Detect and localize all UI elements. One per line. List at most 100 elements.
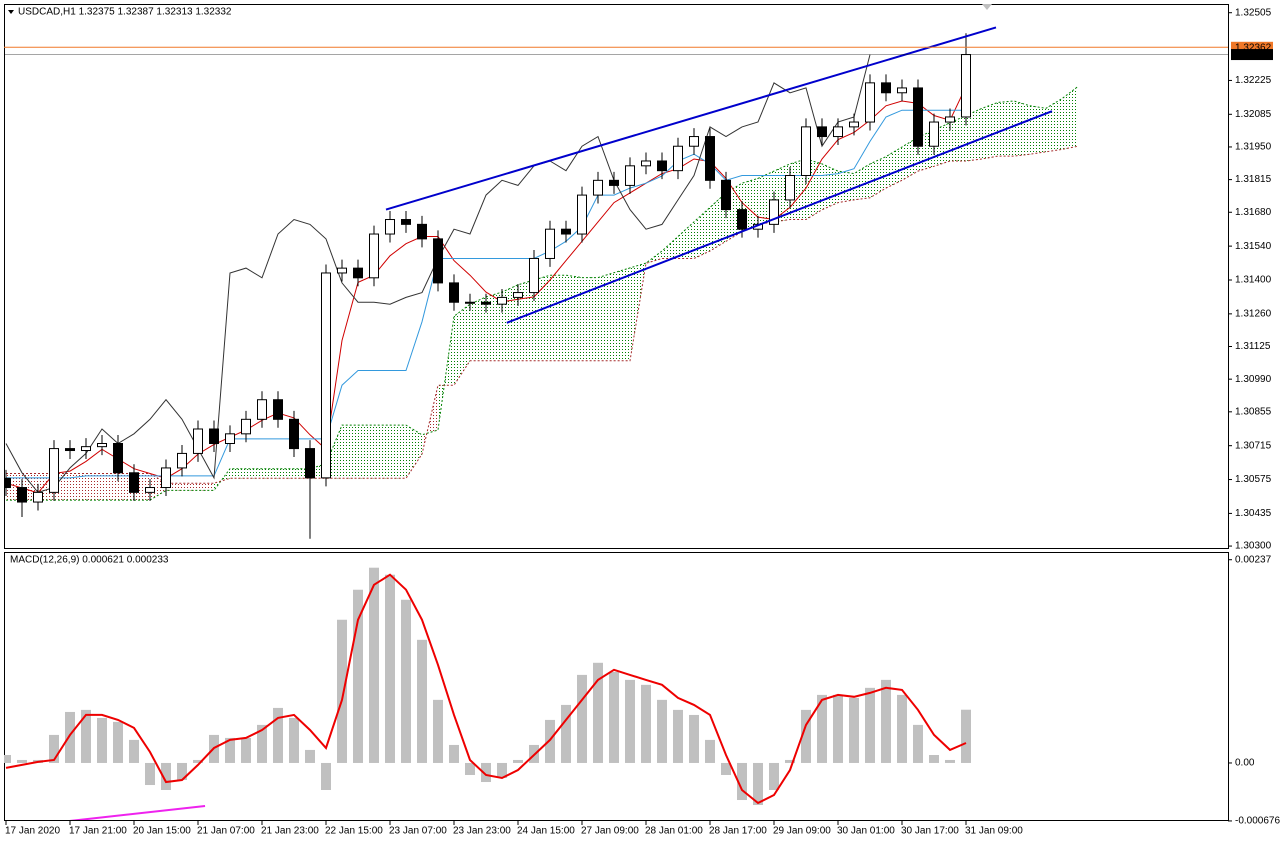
candle-body [497, 296, 507, 305]
y-tick-label: 1.32505 [1235, 7, 1272, 18]
histogram-bar [49, 734, 59, 763]
histogram-bar [721, 762, 731, 775]
candle-body [577, 194, 587, 235]
y-tick-label: 1.31540 [1235, 241, 1272, 252]
histogram-bar [705, 739, 715, 763]
cloud-fill [102, 473, 118, 501]
candle-body [289, 418, 299, 450]
y-tick-label: 1.30300 [1235, 541, 1272, 552]
candle-body [657, 160, 667, 172]
histogram-bar [321, 762, 331, 790]
candle-body [449, 282, 459, 303]
candle-body [689, 136, 699, 147]
candle-body [17, 487, 27, 503]
y-tick-label: 1.31680 [1235, 207, 1272, 218]
candle-body [145, 487, 155, 493]
candle-body [193, 428, 203, 454]
x-tick-label: 30 Jan 01:00 [837, 826, 895, 837]
cloud-fill [566, 275, 582, 361]
shift-marker[interactable] [982, 4, 992, 10]
x-tick-label: 30 Jan 17:00 [901, 826, 959, 837]
candle-body [4, 477, 11, 489]
y-tick-label: 1.30435 [1235, 508, 1272, 519]
cloud-fill [70, 473, 86, 501]
candle-body [609, 179, 619, 186]
cloud-fill [534, 275, 550, 361]
candle-body [785, 174, 795, 201]
candle-body [641, 160, 651, 167]
histogram-bar [945, 759, 955, 763]
candle-body [721, 179, 731, 211]
cloud-fill [486, 292, 502, 361]
y-tick-label: 0.00237 [1235, 554, 1272, 565]
cloud-fill [1062, 86, 1078, 150]
y-tick-label: 1.30575 [1235, 474, 1272, 485]
histogram-bar [753, 762, 763, 805]
candle-body [593, 179, 603, 196]
cloud-fill [582, 277, 598, 361]
price-label-box [1231, 49, 1273, 61]
candle-body [737, 209, 747, 230]
cloud-fill [390, 425, 406, 479]
histogram-bar [817, 694, 827, 763]
candle-body [401, 219, 411, 225]
x-tick-label: 27 Jan 09:00 [581, 826, 639, 837]
cloud-fill [374, 425, 390, 479]
histogram-bar [129, 739, 139, 763]
cloud-fill [678, 221, 694, 259]
histogram-bar [801, 709, 811, 763]
cloud-fill [262, 468, 278, 479]
cloud-fill [662, 236, 678, 259]
histogram-bar [145, 762, 155, 786]
candle-body [353, 267, 363, 279]
x-tick-label: 28 Jan 17:00 [709, 826, 767, 837]
candle-body [305, 448, 315, 479]
histogram-bar [673, 709, 683, 763]
cloud-fill [822, 163, 838, 210]
candle-body [961, 54, 971, 118]
histogram-bar [689, 714, 699, 763]
histogram-bar [961, 709, 971, 763]
price-label-box [1231, 41, 1273, 53]
cloud-fill [838, 171, 854, 203]
cloud-fill [982, 102, 998, 160]
signal-line [5, 573, 967, 805]
cloud-span-a [6, 86, 1079, 501]
candle-body [241, 418, 251, 435]
histogram-bar [641, 684, 651, 763]
candle-body [561, 228, 571, 235]
candle-body [129, 472, 139, 493]
cloud-fill [614, 267, 630, 361]
histogram-bar [193, 759, 203, 763]
histogram-bar [929, 754, 939, 763]
chart-title: USDCAD,H1 1.32375 1.32387 1.32313 1.3233… [18, 7, 232, 18]
trendline [506, 110, 1053, 324]
histogram-bar [4, 754, 11, 763]
candle-body [673, 145, 683, 172]
candle-body [113, 443, 123, 474]
histogram-bar [385, 574, 395, 763]
menu-triangle[interactable] [8, 10, 14, 14]
x-tick-label: 23 Jan 23:00 [453, 826, 511, 837]
cloud-fill [358, 425, 374, 479]
histogram-bar [513, 759, 523, 763]
x-tick-label: 31 Jan 09:00 [965, 826, 1023, 837]
candle-body [257, 399, 267, 420]
candle-body [529, 257, 539, 294]
x-tick-label: 21 Jan 07:00 [197, 826, 255, 837]
histogram-bar [353, 589, 363, 763]
trendline [69, 805, 206, 820]
x-tick-label: 21 Jan 23:00 [261, 826, 319, 837]
y-tick-label: 1.31950 [1235, 142, 1272, 153]
candle-body [897, 87, 907, 94]
histogram-bar [465, 762, 475, 775]
cloud-fill [278, 468, 294, 479]
histogram-bar [497, 762, 507, 778]
x-tick-label: 23 Jan 07:00 [389, 826, 447, 837]
candle-body [81, 446, 91, 452]
histogram-bar [769, 762, 779, 790]
cloud-fill [470, 296, 486, 361]
cloud-fill [870, 156, 886, 198]
